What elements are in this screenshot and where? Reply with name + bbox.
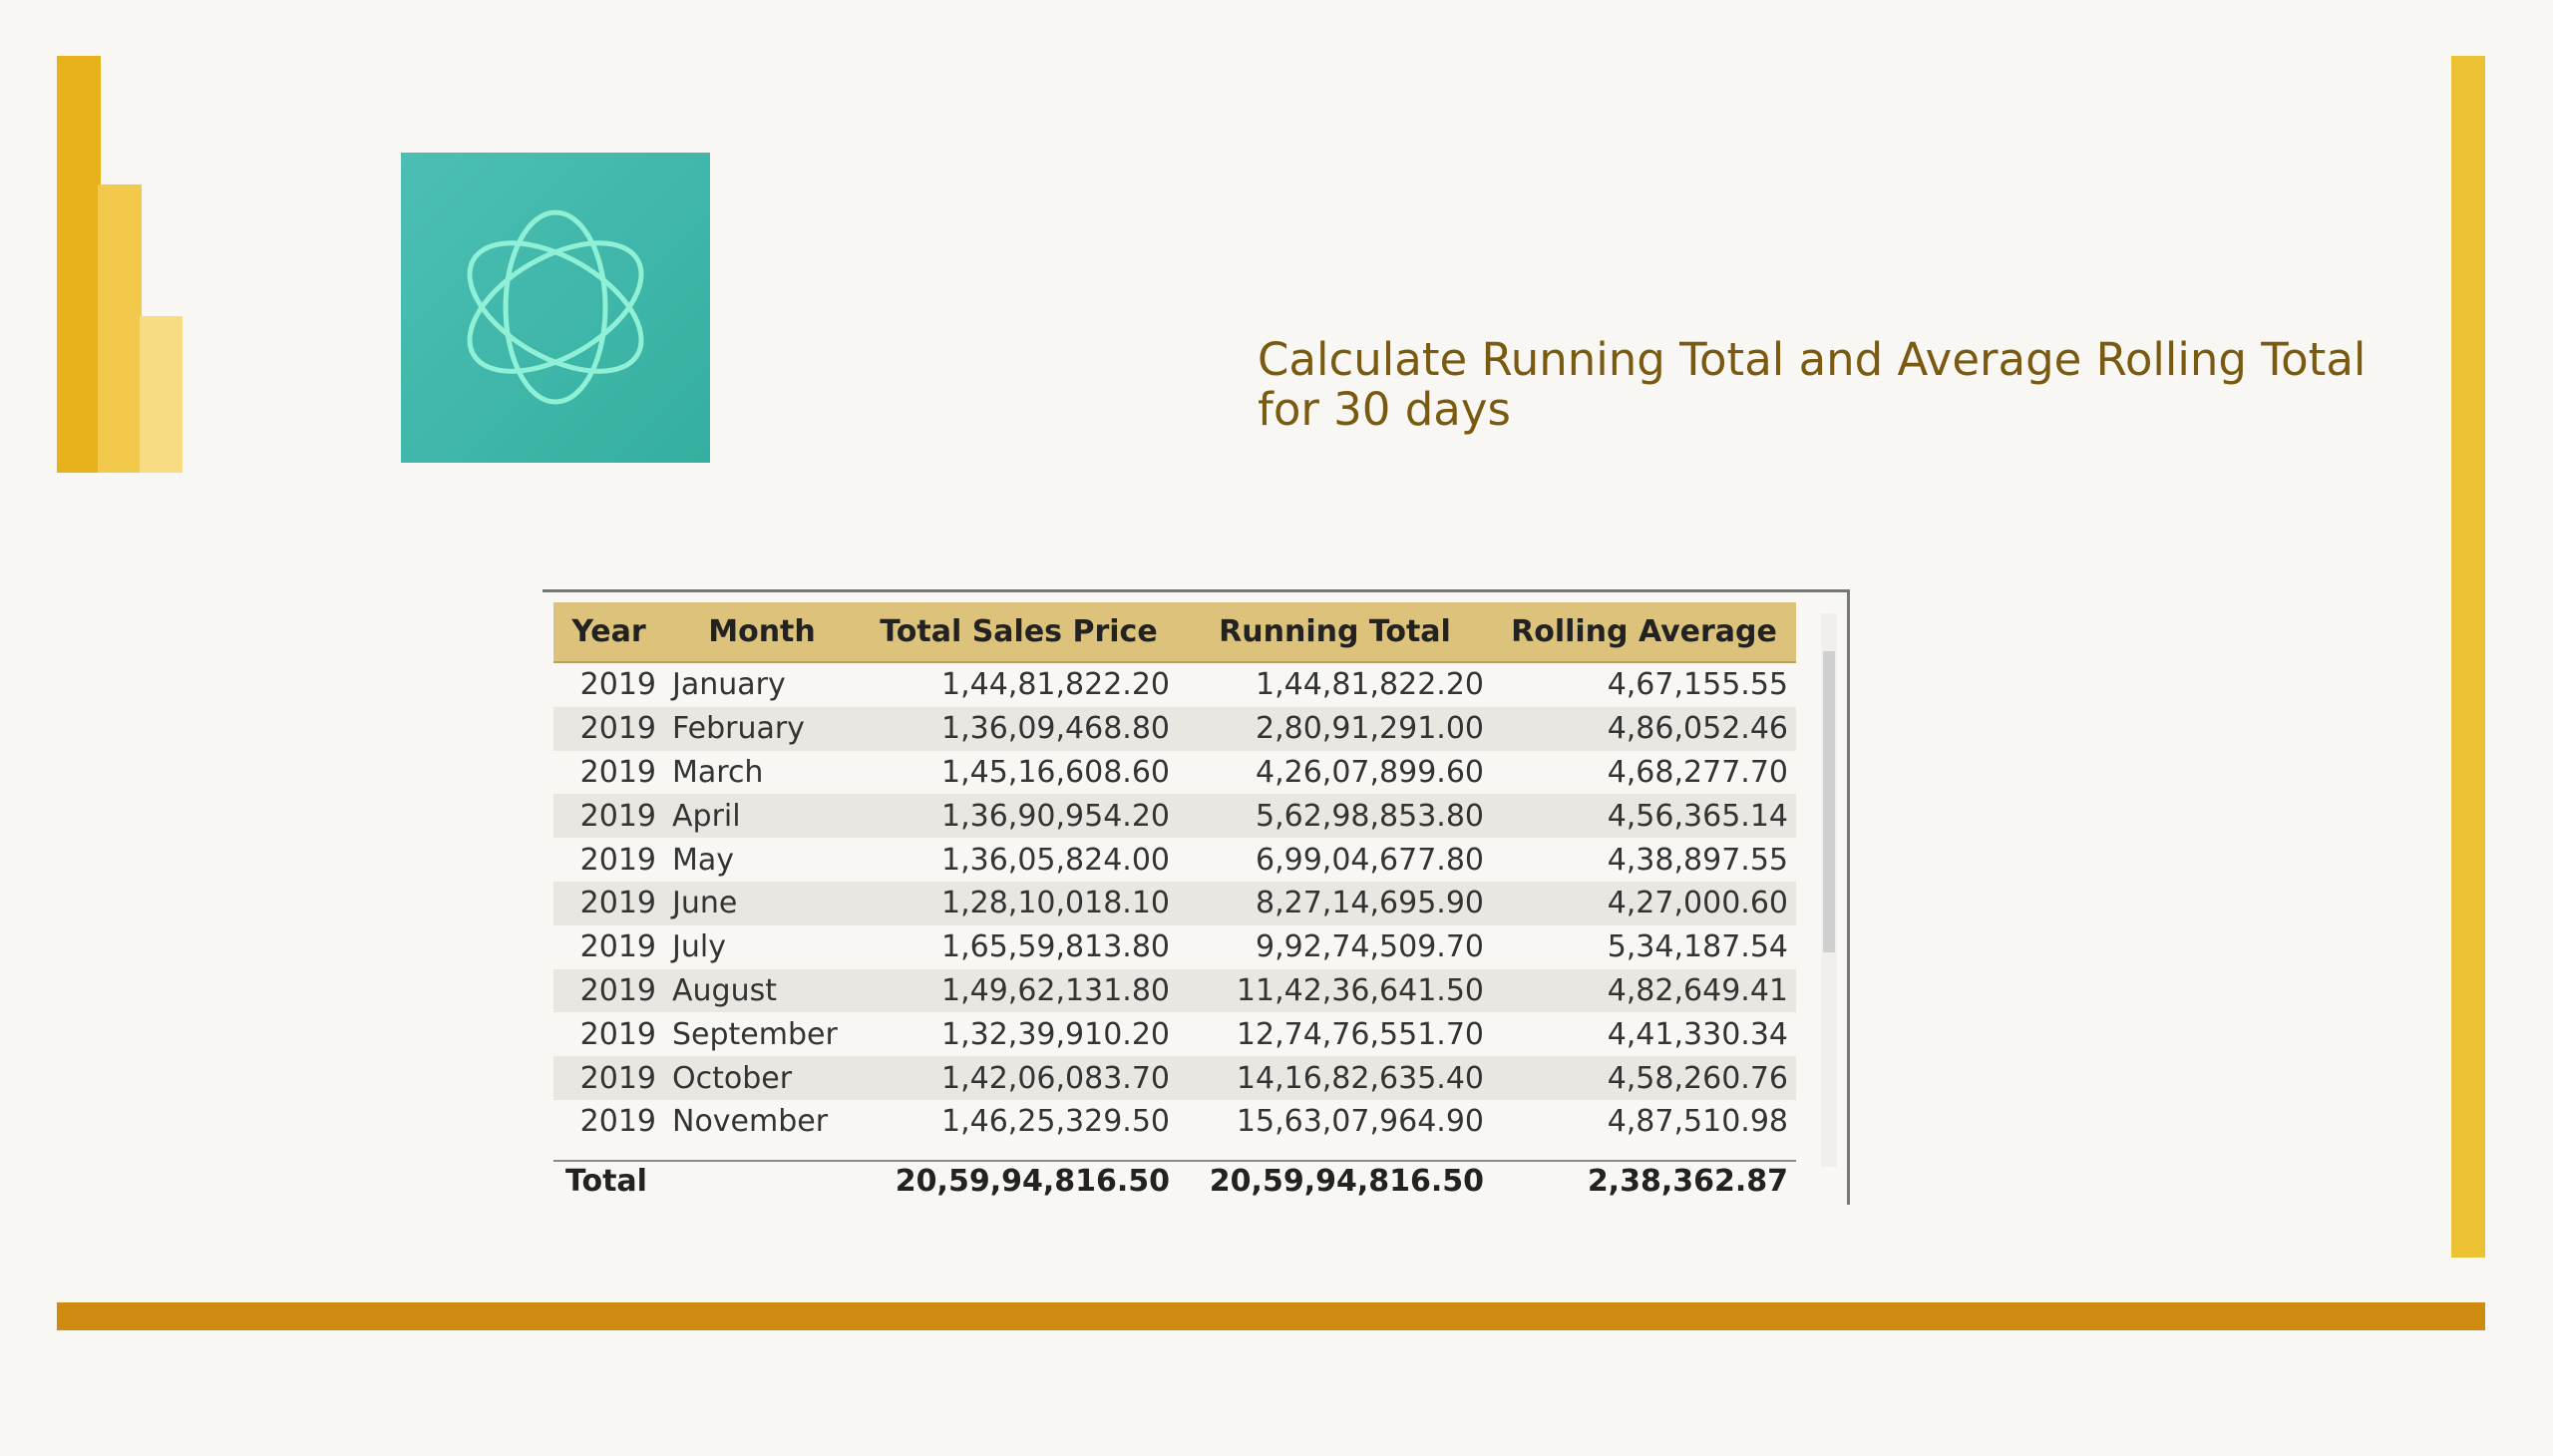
- table-row: 2019 August 1,49,62,131.80 11,42,36,641.50 4…: [553, 968, 1796, 1013]
- cell: 6,99,04,677.80: [1255, 842, 1484, 878]
- column-header: Month: [664, 602, 860, 663]
- cell: 1,44,81,822.20: [940, 667, 1170, 703]
- title: Calculate Running Total and Average Roll…: [1258, 333, 2367, 436]
- accent-bar: [2451, 56, 2485, 1258]
- cell: 4,67,155.55: [1607, 667, 1788, 703]
- table-row: 2019 February 1,36,09,468.80 2,80,91,291.00…: [553, 706, 1796, 751]
- cell: July: [672, 929, 726, 965]
- cell: 11,42,36,641.50: [1178, 968, 1492, 1013]
- cell: 1,32,39,910.20: [940, 1016, 1170, 1052]
- cell: 4,86,052.46: [1492, 706, 1796, 751]
- cell: August: [664, 968, 860, 1013]
- column-header: Year: [553, 602, 664, 663]
- footer-bar: [57, 1302, 2485, 1330]
- cell: 4,68,277.70: [1607, 754, 1788, 790]
- logo-bar: [140, 316, 182, 473]
- cell: 4,27,000.60: [1492, 881, 1796, 925]
- cell: 2019: [579, 1104, 656, 1140]
- cell: 2019: [579, 1016, 656, 1052]
- logo-bar: [57, 56, 101, 473]
- table-row: 2019 September 1,32,39,910.20 12,74,76,551.…: [553, 1012, 1796, 1056]
- cell: 2019: [553, 1056, 664, 1100]
- cell: 1,45,16,608.60: [940, 754, 1170, 790]
- cell: October: [664, 1056, 860, 1100]
- cell: 2019: [553, 794, 664, 839]
- table-row: 2019 March 1,45,16,608.60 4,26,07,899.60 4,6…: [553, 751, 1796, 795]
- total-value: 20,59,94,816.50: [895, 1164, 1170, 1199]
- cell: 9,92,74,509.70: [1255, 929, 1484, 965]
- table-row: 2019 April 1,36,90,954.20 5,62,98,853.80 4,5…: [553, 794, 1796, 839]
- scroll-thumb[interactable]: [1823, 651, 1835, 952]
- cell: 1,65,59,813.80: [940, 929, 1170, 965]
- cell: 1,36,09,468.80: [860, 706, 1178, 751]
- cell: 4,87,510.98: [1607, 1104, 1788, 1140]
- cell: 2019: [579, 842, 656, 878]
- cell: 8,27,14,695.90: [1178, 881, 1492, 925]
- cell: 1,42,06,083.70: [860, 1056, 1178, 1100]
- cell: 4,56,365.14: [1492, 794, 1796, 839]
- cell: September: [672, 1016, 838, 1052]
- cell: April: [664, 794, 860, 839]
- table-viewport: Year Month Total Sales Price Running Total R…: [553, 602, 1796, 1159]
- cell: 2019: [579, 754, 656, 790]
- cell: 1,44,81,822.20: [1255, 667, 1484, 703]
- cell: 1,36,05,824.00: [940, 842, 1170, 878]
- cell: 4,58,260.76: [1492, 1056, 1796, 1100]
- cell: 2019: [553, 706, 664, 751]
- cell: 1,49,62,131.80: [860, 968, 1178, 1013]
- cell: February: [664, 706, 860, 751]
- table-row: 2019 November 1,46,25,329.50 15,63,07,964.9…: [553, 1100, 1796, 1144]
- cell: January: [672, 667, 786, 703]
- column-header: Total Sales Price: [860, 602, 1178, 663]
- column-header: Running Total: [1178, 602, 1492, 663]
- cell: November: [672, 1104, 829, 1140]
- cell: May: [672, 842, 735, 878]
- table-row: 2019 June 1,28,10,018.10 8,27,14,695.90 4,27…: [553, 881, 1796, 925]
- cell: 5,34,187.54: [1607, 929, 1788, 965]
- cell: 1,46,25,329.50: [940, 1104, 1170, 1140]
- total-label: Total: [565, 1164, 647, 1199]
- table-row: 2019 May 1,36,05,824.00 6,99,04,677.80 4,38,…: [553, 838, 1796, 882]
- cell: 4,26,07,899.60: [1255, 754, 1484, 790]
- total-value: 2,38,362.87: [1587, 1164, 1788, 1199]
- logo-bar: [98, 184, 142, 473]
- cell: 15,63,07,964.90: [1236, 1104, 1484, 1140]
- cell: 1,36,90,954.20: [860, 794, 1178, 839]
- cell: 2,80,91,291.00: [1178, 706, 1492, 751]
- table-row: 2019 January 1,44,81,822.20 1,44,81,822.20 4…: [553, 662, 1796, 707]
- cell: March: [672, 754, 764, 790]
- cell: 14,16,82,635.40: [1178, 1056, 1492, 1100]
- table: Year Month Total Sales Price Running Total R…: [553, 602, 1796, 1144]
- total-row: Total 20,59,94,816.50 20,59,94,816.50 2,38,…: [553, 1160, 1796, 1207]
- cell: 2019: [553, 968, 664, 1013]
- header-row: Year Month Total Sales Price Running Total R…: [553, 602, 1796, 663]
- cell: 1,28,10,018.10: [860, 881, 1178, 925]
- cell: 12,74,76,551.70: [1236, 1016, 1484, 1052]
- cell: 4,38,897.55: [1607, 842, 1788, 878]
- cell: 4,82,649.41: [1492, 968, 1796, 1013]
- table-row: 2019 October 1,42,06,083.70 14,16,82,635.40…: [553, 1056, 1796, 1100]
- cell: 4,41,330.34: [1607, 1016, 1788, 1052]
- cell: 2019: [553, 881, 664, 925]
- logo-icon: [401, 153, 710, 463]
- table-row: 2019 July 1,65,59,813.80 9,92,74,509.70 5,34…: [553, 925, 1796, 969]
- cell: 5,62,98,853.80: [1178, 794, 1492, 839]
- cell: 2019: [579, 667, 656, 703]
- column-header: Rolling Average: [1492, 602, 1796, 663]
- cell: June: [664, 881, 860, 925]
- total-value: 20,59,94,816.50: [1209, 1164, 1484, 1199]
- cell: 2019: [579, 929, 656, 965]
